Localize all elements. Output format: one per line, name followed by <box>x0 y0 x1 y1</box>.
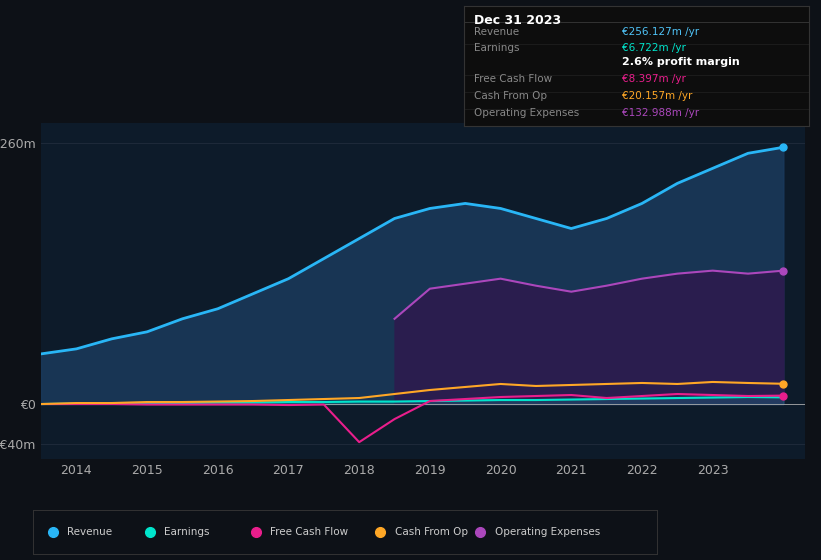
Text: €8.397m /yr: €8.397m /yr <box>622 74 686 84</box>
Text: Operating Expenses: Operating Expenses <box>494 527 600 537</box>
Text: €20.157m /yr: €20.157m /yr <box>622 91 693 101</box>
Text: Revenue: Revenue <box>475 27 520 38</box>
Text: Operating Expenses: Operating Expenses <box>475 108 580 118</box>
Text: Cash From Op: Cash From Op <box>395 527 468 537</box>
Text: €6.722m /yr: €6.722m /yr <box>622 43 686 53</box>
Text: Earnings: Earnings <box>475 43 520 53</box>
Text: €132.988m /yr: €132.988m /yr <box>622 108 699 118</box>
Text: 2.6% profit margin: 2.6% profit margin <box>622 57 741 67</box>
Text: Earnings: Earnings <box>164 527 209 537</box>
Text: Dec 31 2023: Dec 31 2023 <box>475 14 562 27</box>
Text: Revenue: Revenue <box>67 527 112 537</box>
Text: €256.127m /yr: €256.127m /yr <box>622 27 699 38</box>
Text: Free Cash Flow: Free Cash Flow <box>270 527 348 537</box>
Text: Free Cash Flow: Free Cash Flow <box>475 74 553 84</box>
Text: Cash From Op: Cash From Op <box>475 91 548 101</box>
